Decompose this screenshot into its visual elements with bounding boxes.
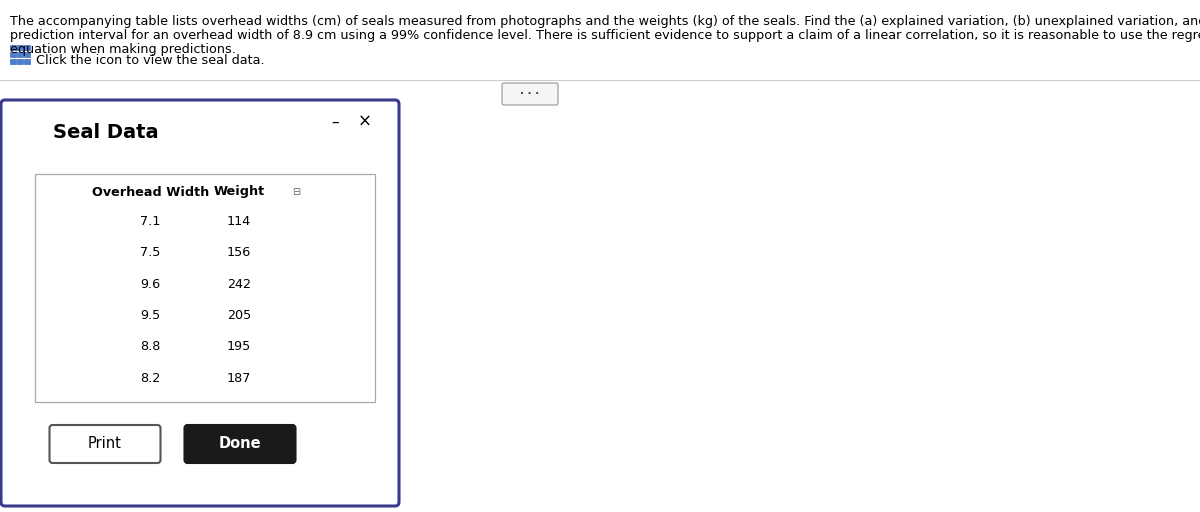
Text: Done: Done — [218, 437, 262, 452]
Text: 7.1: 7.1 — [140, 215, 161, 228]
Text: 242: 242 — [227, 278, 251, 291]
FancyBboxPatch shape — [49, 425, 161, 463]
FancyBboxPatch shape — [1, 100, 398, 506]
Text: 156: 156 — [227, 246, 251, 260]
FancyBboxPatch shape — [185, 425, 295, 463]
Bar — [10, 52, 16, 57]
FancyBboxPatch shape — [35, 174, 374, 402]
Bar — [10, 45, 16, 50]
Bar — [24, 45, 30, 50]
Text: 7.5: 7.5 — [140, 246, 161, 260]
Bar — [24, 52, 30, 57]
Text: 205: 205 — [227, 309, 251, 322]
Text: 8.2: 8.2 — [140, 372, 161, 385]
Text: –: – — [331, 115, 338, 130]
Text: 187: 187 — [227, 372, 251, 385]
Text: 8.8: 8.8 — [140, 340, 161, 353]
Bar — [17, 45, 23, 50]
Text: ⊟: ⊟ — [293, 187, 301, 197]
Text: 195: 195 — [227, 340, 251, 353]
Text: The accompanying table lists overhead widths (cm) of seals measured from photogr: The accompanying table lists overhead wi… — [10, 15, 1200, 28]
Text: equation when making predictions.: equation when making predictions. — [10, 43, 236, 56]
FancyBboxPatch shape — [502, 83, 558, 105]
Text: Click the icon to view the seal data.: Click the icon to view the seal data. — [36, 53, 264, 67]
Text: Seal Data: Seal Data — [53, 122, 158, 141]
Text: 9.6: 9.6 — [140, 278, 161, 291]
Text: · · ·: · · · — [521, 89, 540, 99]
Text: Overhead Width: Overhead Width — [92, 185, 209, 199]
Text: Weight: Weight — [214, 185, 264, 199]
Text: 114: 114 — [227, 215, 251, 228]
Bar — [24, 58, 30, 64]
Bar — [10, 58, 16, 64]
Text: Print: Print — [88, 437, 122, 452]
Text: prediction interval for an overhead width of 8.9 cm using a 99% confidence level: prediction interval for an overhead widt… — [10, 29, 1200, 42]
Bar — [17, 52, 23, 57]
Text: 9.5: 9.5 — [140, 309, 161, 322]
Bar — [17, 58, 23, 64]
Text: ×: × — [358, 113, 372, 131]
